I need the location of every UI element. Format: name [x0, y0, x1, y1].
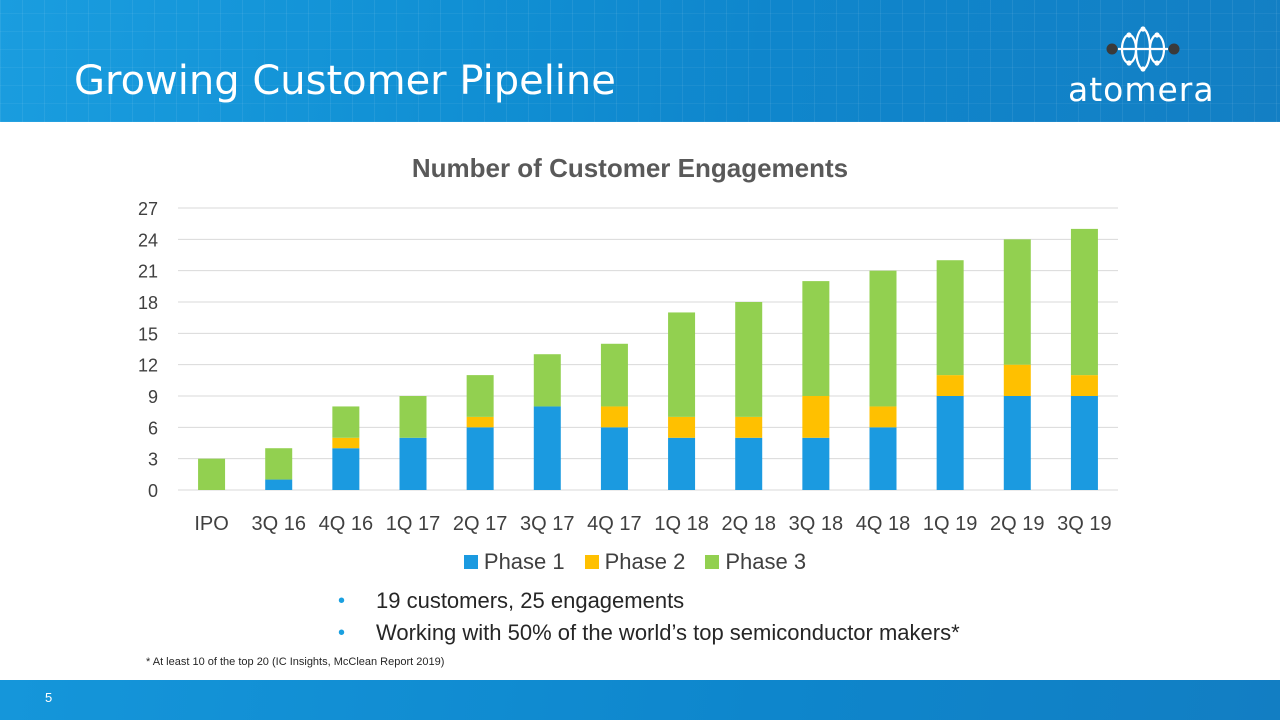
bar-segment-phase-3 [802, 281, 830, 396]
bullet-text: 19 customers, 25 engagements [376, 588, 685, 613]
bar-segment-phase-2 [668, 416, 696, 438]
y-tick-label: 24 [138, 230, 158, 250]
bar-segment-phase-3 [399, 396, 427, 438]
bar-segment-phase-2 [332, 437, 360, 449]
footnote: * At least 10 of the top 20 (IC Insights… [146, 656, 445, 668]
bar-segment-phase-1 [265, 479, 293, 490]
x-tick-label: 1Q 19 [923, 513, 977, 535]
bar-segment-phase-3 [1003, 239, 1031, 365]
bullet-list: • 19 customers, 25 engagements • Working… [338, 585, 960, 649]
y-tick-label: 9 [148, 387, 158, 407]
legend-swatch-phase-3 [705, 555, 720, 569]
bar-segment-phase-3 [332, 406, 360, 438]
legend-label-phase-2: Phase 2 [604, 549, 686, 574]
bar-segment-phase-1 [802, 437, 830, 490]
y-tick-label: 21 [138, 262, 158, 282]
bar-segment-phase-3 [735, 302, 763, 417]
legend-item-phase-3: Phase 3 [705, 548, 806, 576]
chart-title: Number of Customer Engagements [411, 153, 849, 183]
header-background-pattern [0, 0, 1280, 122]
bar-segment-phase-1 [600, 427, 628, 490]
y-tick-label: 0 [148, 481, 158, 501]
bar-segment-phase-3 [869, 270, 897, 407]
x-tick-label: IPO [194, 513, 228, 535]
bar-segment-phase-3 [533, 354, 561, 407]
bar-segment-phase-1 [466, 427, 494, 490]
bar-segment-phase-3 [600, 343, 628, 407]
logo-wordmark: atomera [1068, 70, 1215, 109]
bar-segment-phase-3 [936, 260, 964, 376]
bar-segment-phase-1 [1070, 396, 1098, 490]
bar-segment-phase-3 [668, 312, 696, 417]
bar-segment-phase-2 [466, 416, 494, 428]
x-tick-label: 2Q 17 [453, 513, 507, 535]
bar-segment-phase-2 [869, 406, 897, 428]
legend-label-phase-3: Phase 3 [725, 549, 807, 574]
x-tick-label: 3Q 18 [789, 513, 843, 535]
y-tick-label: 3 [148, 450, 158, 470]
bar-segment-phase-2 [600, 406, 628, 428]
x-tick-label: 2Q 19 [990, 513, 1044, 535]
legend-item-phase-1: Phase 1 [463, 548, 565, 576]
x-tick-label: 3Q 19 [1057, 513, 1111, 535]
slide-number: 5 [45, 690, 53, 705]
atomera-logo-icon [1106, 26, 1180, 72]
bullet-item: • Working with 50% of the world’s top se… [338, 617, 960, 649]
bar-segment-phase-2 [802, 396, 830, 438]
bar-segment-phase-1 [735, 437, 763, 490]
y-tick-label: 15 [138, 324, 158, 344]
legend-label-phase-1: Phase 1 [483, 549, 565, 574]
slide-title: Growing Customer Pipeline [74, 58, 616, 104]
legend-swatch-phase-2 [584, 555, 599, 569]
bar-segment-phase-2 [1003, 364, 1031, 396]
y-tick-label: 27 [138, 199, 158, 219]
bullet-dot-icon: • [338, 589, 346, 612]
footer-band [0, 680, 1280, 720]
bullet-item: • 19 customers, 25 engagements [338, 585, 960, 617]
bullet-dot-icon: • [338, 621, 346, 644]
bullet-text: Working with 50% of the world’s top semi… [376, 620, 960, 645]
stacked-bar-chart: 0 3 6 9 12 15 18 21 24 27 IPO 3Q 16 4Q 16 1Q 17 2Q 17 3… [138, 199, 1118, 535]
x-tick-label: 4Q 16 [319, 513, 373, 535]
bar-segment-phase-1 [869, 427, 897, 490]
bar-segment-phase-3 [466, 375, 494, 417]
x-tick-label: 4Q 17 [587, 513, 641, 535]
bar-segment-phase-2 [1070, 375, 1098, 396]
bar-segment-phase-1 [533, 406, 561, 490]
x-tick-label: 4Q 18 [856, 513, 910, 535]
bar-segment-phase-3 [265, 448, 293, 480]
bar-segment-phase-3 [1070, 228, 1098, 376]
legend-item-phase-2: Phase 2 [584, 548, 686, 576]
y-tick-label: 18 [138, 293, 158, 313]
chart-legend: Phase 1 Phase 2 Phase 3 [0, 548, 1270, 576]
y-tick-label: 12 [138, 356, 158, 376]
bar-segment-phase-3 [198, 458, 226, 490]
x-tick-label: 2Q 18 [721, 513, 775, 535]
bar-segment-phase-1 [1003, 396, 1031, 490]
header-banner: Growing Customer Pipeline atomera [0, 0, 1280, 122]
y-tick-label: 6 [148, 418, 158, 438]
x-tick-label: 1Q 18 [654, 513, 708, 535]
x-tick-label: 3Q 16 [251, 513, 305, 535]
legend-swatch-phase-1 [463, 555, 478, 569]
bar-segment-phase-1 [399, 437, 427, 490]
x-tick-label: 1Q 17 [386, 513, 440, 535]
bar-segment-phase-1 [332, 448, 360, 490]
bar-segment-phase-1 [668, 437, 696, 490]
bar-segment-phase-2 [735, 416, 763, 438]
bar-segment-phase-2 [936, 375, 964, 396]
x-tick-label: 3Q 17 [520, 513, 574, 535]
bar-segment-phase-1 [936, 396, 964, 490]
